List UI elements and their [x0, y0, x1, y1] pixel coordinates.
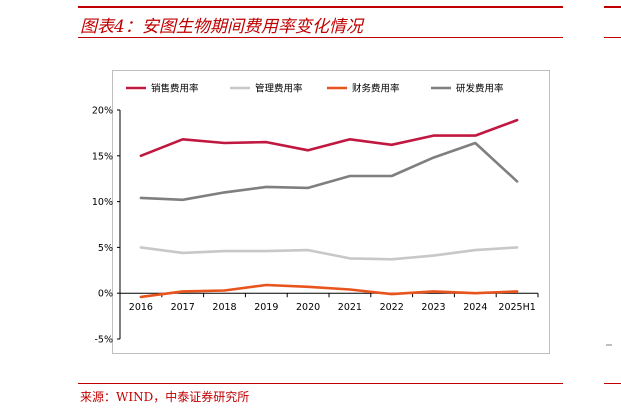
x-tick-label: 2017 [171, 302, 195, 313]
top-rule-right [604, 6, 621, 8]
x-tick-label: 2025H1 [498, 302, 535, 313]
bottom-rule [78, 383, 563, 384]
series-line [139, 118, 519, 158]
y-tick-label: 20% [92, 106, 113, 117]
bottom-rule-right [604, 383, 621, 384]
y-tick-label: 15% [92, 151, 113, 162]
figure-title: 图表4：安图生物期间费用率变化情况 [80, 17, 363, 37]
series-line [139, 141, 519, 202]
y-tick-label: 10% [92, 197, 113, 208]
legend-label: 研发费用率 [456, 83, 504, 95]
legend-label: 财务费用率 [352, 83, 400, 95]
x-tick-label: 2024 [463, 302, 487, 313]
series-line [139, 246, 519, 261]
x-tick-label: 2019 [254, 302, 278, 313]
x-tick-label: 2018 [212, 302, 236, 313]
x-tick-label: 2020 [296, 302, 320, 313]
title-rule [78, 37, 563, 38]
top-rule [78, 6, 563, 8]
y-tick-label: 0% [98, 289, 113, 300]
x-tick-label: 2022 [380, 302, 404, 313]
y-tick-label: 5% [98, 243, 113, 254]
legend-label: 销售费用率 [151, 83, 199, 95]
x-tick-label: 2021 [338, 302, 362, 313]
legend-label: 管理费用率 [255, 83, 303, 95]
series-line [139, 283, 519, 299]
source-note: 来源：WIND，中泰证券研究所 [80, 390, 250, 404]
y-tick-label: -5% [95, 335, 114, 346]
edge-mark [606, 344, 612, 346]
x-tick-label: 2016 [129, 302, 153, 313]
chart-frame [112, 70, 550, 354]
title-rule-right [604, 37, 621, 38]
x-tick-label: 2023 [421, 302, 445, 313]
